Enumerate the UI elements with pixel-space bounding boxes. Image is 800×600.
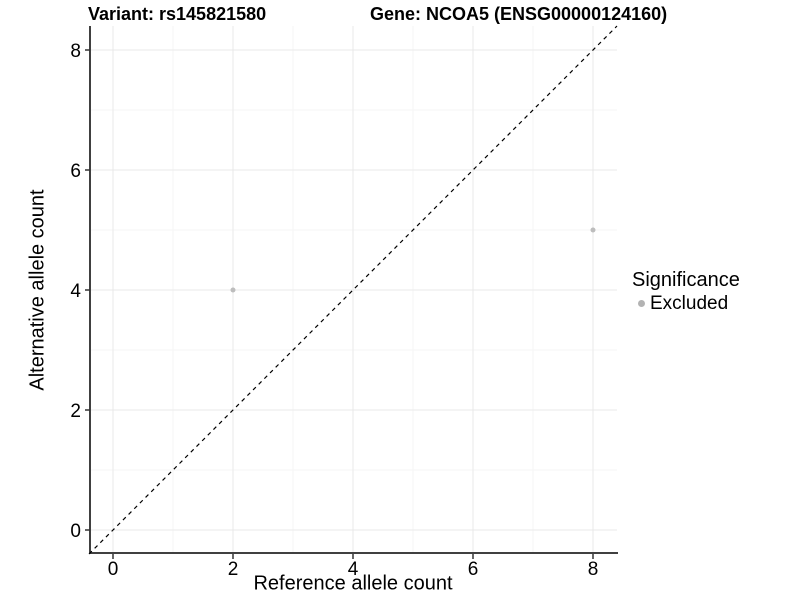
x-tick-label: 8 [588, 559, 599, 580]
x-tick-label: 2 [228, 559, 239, 580]
x-tick-label: 6 [468, 559, 479, 580]
x-tick-label: 4 [348, 559, 359, 580]
data-point [590, 227, 596, 233]
legend-title: Significance [632, 269, 740, 291]
legend-item-excluded: Excluded [632, 294, 740, 313]
y-tick-label: 6 [70, 161, 81, 182]
y-tick-label: 4 [70, 281, 81, 302]
legend-item-label: Excluded [650, 293, 729, 314]
y-tick-label: 8 [70, 41, 81, 62]
legend: Significance Excluded [632, 270, 740, 313]
legend-dot-icon [638, 300, 645, 307]
data-point [230, 287, 236, 293]
y-tick-label: 0 [70, 521, 81, 542]
plot-title-gene: Gene: NCOA5 (ENSG00000124160) [370, 4, 668, 24]
plot-title-variant: Variant: rs145821580 [88, 4, 267, 24]
x-axis-title: Reference allele count [253, 572, 453, 595]
y-tick-label: 2 [70, 401, 81, 422]
y-axis-title: Alternative allele count [26, 189, 49, 391]
x-tick-label: 0 [108, 559, 119, 580]
